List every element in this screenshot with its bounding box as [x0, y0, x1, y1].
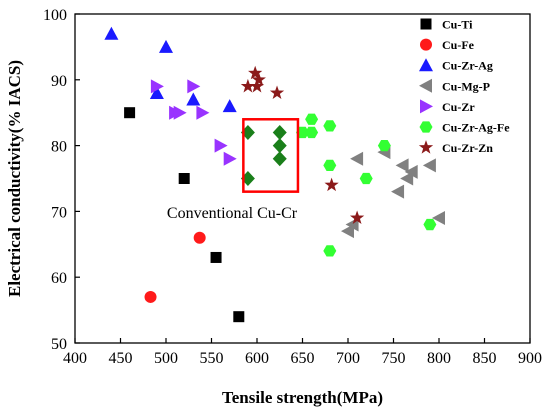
- x-tick-label: 600: [245, 350, 269, 367]
- data-point-cu-fe: [193, 231, 206, 244]
- data-point-cu-zr-zn: [349, 210, 365, 225]
- data-point-cu-zr-ag: [159, 39, 173, 53]
- data-point-cu-ti: [210, 251, 222, 263]
- data-point-cu-cr: [272, 138, 287, 154]
- cu-cr-highlight-box: [242, 118, 300, 193]
- y-tick-label: 90: [51, 73, 67, 90]
- data-point-cu-zr-ag: [222, 99, 237, 113]
- data-point-cu-zr-ag-fe: [359, 172, 373, 185]
- axis-ticks: [74, 13, 531, 344]
- data-point-cu-zr-ag-fe: [323, 159, 337, 171]
- y-tick-label: 50: [51, 336, 67, 353]
- data-point-cu-zr-ag-fe: [305, 113, 319, 125]
- data-point-cu-zr: [223, 151, 237, 166]
- data-point-cu-zr-zn: [249, 78, 265, 93]
- x-tick-label: 400: [63, 350, 87, 367]
- x-tick-label: 800: [427, 350, 451, 367]
- data-point-cu-zr-ag-fe: [323, 120, 337, 132]
- data-point-cu-zr-ag-fe: [423, 218, 437, 231]
- x-tick-label: 450: [109, 350, 133, 367]
- legend-marker-cu-fe: [420, 38, 432, 51]
- y-tick-label: 80: [51, 139, 67, 156]
- data-point-cu-zr: [150, 79, 164, 94]
- x-tick-label: 700: [336, 350, 360, 367]
- annotation: Conventional Cu-Cr: [167, 118, 300, 222]
- data-point-cu-ti: [178, 173, 190, 184]
- legend-label-cu-fe: Cu-Fe: [442, 38, 475, 52]
- data-point-cu-mg-p: [395, 158, 409, 173]
- x-tick-label: 500: [154, 350, 178, 367]
- data-point-cu-zr-zn: [248, 65, 263, 80]
- data-point-cu-zr-zn: [240, 78, 256, 93]
- data-point-cu-fe: [144, 290, 157, 303]
- y-tick-label: 100: [43, 7, 67, 24]
- x-tick-label: 550: [200, 350, 224, 367]
- legend-label-cu-ti: Cu-Ti: [442, 18, 473, 32]
- legend-label-cu-mg-p: Cu-Mg-P: [442, 79, 490, 93]
- data-point-cu-zr: [187, 79, 201, 94]
- data-point-cu-cr: [272, 124, 287, 140]
- data-point-cu-mg-p: [404, 164, 418, 179]
- legend: Cu-Ti Cu-Fe Cu-Zr-Ag Cu-Mg-P Cu-Zr Cu-Zr-Ag-F…: [418, 18, 510, 155]
- data-points: [104, 26, 445, 323]
- data-point-cu-zr-ag: [104, 26, 119, 40]
- data-point-cu-cr: [272, 151, 287, 167]
- legend-marker-cu-zr: [420, 99, 433, 114]
- legend-label-cu-zr-ag-fe: Cu-Zr-Ag-Fe: [442, 121, 510, 135]
- legend-marker-cu-zr-ag: [419, 58, 433, 72]
- data-point-cu-ti: [124, 107, 136, 119]
- data-point-cu-ti: [233, 311, 245, 323]
- data-point-cu-zr-ag-fe: [323, 245, 337, 257]
- x-tick-label: 900: [518, 350, 542, 367]
- legend-marker-cu-ti: [420, 18, 432, 30]
- data-point-cu-zr-zn: [269, 85, 285, 100]
- data-point-cu-zr-ag-fe: [296, 126, 309, 139]
- legend-label-cu-zr-ag: Cu-Zr-Ag: [442, 59, 493, 73]
- data-point-cu-zr-zn: [324, 177, 339, 192]
- legend-marker-cu-zr-zn: [418, 140, 434, 154]
- y-axis-title: Electrical conductivity(% IACS): [5, 60, 24, 297]
- data-point-cu-mg-p: [432, 210, 445, 225]
- x-tick-label: 750: [382, 350, 406, 367]
- data-point-cu-zr-zn: [251, 72, 266, 86]
- x-tick-label: 650: [291, 350, 315, 367]
- legend-marker-cu-mg-p: [419, 78, 432, 93]
- data-point-cu-zr-ag-fe: [305, 126, 319, 139]
- data-point-cu-zr: [214, 138, 228, 153]
- data-point-cu-mg-p: [391, 184, 405, 199]
- x-axis-title: Tensile strength(MPa): [222, 388, 383, 407]
- data-point-cu-mg-p: [400, 171, 414, 186]
- data-point-cu-zr-ag: [149, 85, 164, 99]
- data-point-cu-zr-ag: [186, 92, 201, 106]
- data-point-cu-mg-p: [422, 158, 436, 173]
- legend-label-cu-zr: Cu-Zr: [442, 100, 475, 114]
- data-point-cu-mg-p: [350, 151, 364, 166]
- legend-marker-cu-zr-ag-fe: [419, 121, 433, 133]
- data-point-cu-mg-p: [341, 224, 354, 239]
- data-point-cu-zr: [196, 105, 210, 120]
- x-tick-label: 850: [473, 350, 497, 367]
- y-tick-label: 60: [51, 270, 67, 287]
- annotation-label: Conventional Cu-Cr: [167, 205, 298, 222]
- axis-tick-labels: 400 450 500 550 600 650 700 750 800 850 900 50 60 70 8…: [43, 7, 542, 367]
- data-point-cu-zr: [173, 105, 187, 120]
- y-tick-label: 70: [51, 204, 67, 221]
- data-point-cu-zr-ag-fe: [377, 139, 391, 152]
- legend-label-cu-zr-zn: Cu-Zr-Zn: [442, 141, 493, 155]
